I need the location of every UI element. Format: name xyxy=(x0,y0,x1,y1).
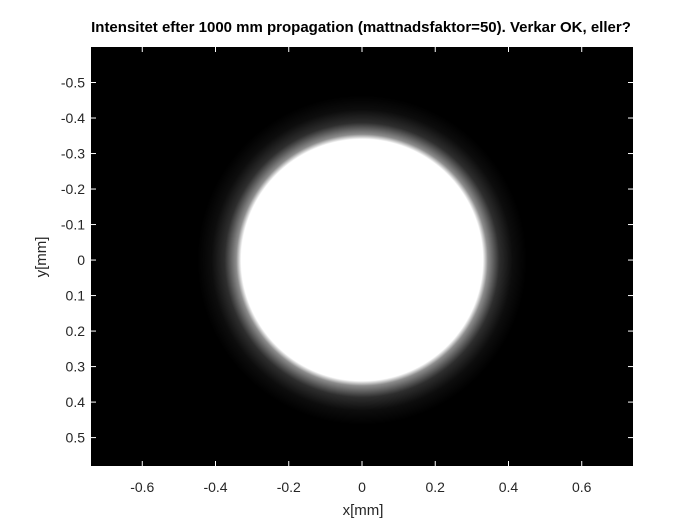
y-tick-label: -0.5 xyxy=(61,75,85,91)
x-tick-label: -0.6 xyxy=(130,479,154,495)
y-tick-label: -0.2 xyxy=(61,181,85,197)
y-tick-label: 0 xyxy=(77,252,85,268)
y-tick-label: 0.4 xyxy=(66,394,86,410)
beam-spot xyxy=(197,95,527,425)
x-tick-label: 0.2 xyxy=(426,479,446,495)
chart-title: Intensitet efter 1000 mm propagation (ma… xyxy=(91,19,631,36)
x-tick-label: -0.4 xyxy=(203,479,227,495)
y-axis: -0.5 -0.4 -0.3 -0.2 -0.1 0 0.1 0.2 0.3 0.4 0.5 xyxy=(61,75,633,446)
y-tick-label: 0.1 xyxy=(66,288,86,304)
x-axis: -0.6 -0.4 -0.2 0 0.2 0.4 0.6 xyxy=(130,47,592,495)
y-tick-label: 0.5 xyxy=(66,430,86,446)
y-tick-label: -0.3 xyxy=(61,146,85,162)
y-tick-label: -0.4 xyxy=(61,110,85,126)
y-axis-label: y[mm] xyxy=(33,237,50,278)
x-tick-label: -0.2 xyxy=(277,479,301,495)
x-tick-label: 0.4 xyxy=(499,479,519,495)
y-tick-label: 0.2 xyxy=(66,323,86,339)
x-tick-label: 0 xyxy=(358,479,366,495)
y-tick-label: -0.1 xyxy=(61,217,85,233)
x-axis-label: x[mm] xyxy=(343,502,384,519)
x-tick-label: 0.6 xyxy=(572,479,592,495)
y-tick-label: 0.3 xyxy=(66,359,86,375)
